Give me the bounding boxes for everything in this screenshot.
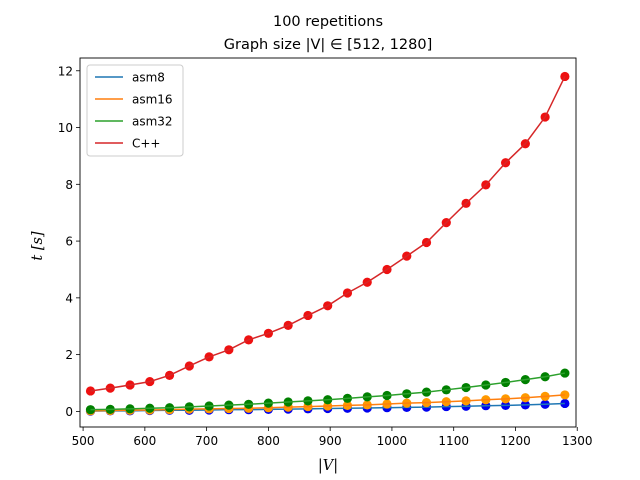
- legend: asm8 asm16 asm32 C++: [86, 64, 184, 157]
- legend-box: [86, 64, 184, 157]
- x-tick-label: 1100: [438, 434, 469, 448]
- x-axis-label: |V|: [318, 458, 338, 474]
- y-tick-label: 0: [65, 405, 73, 419]
- y-tick-label: 10: [58, 121, 73, 135]
- x-tick-label: 1000: [377, 434, 408, 448]
- x-tick-label: 600: [133, 434, 156, 448]
- x-tick-label: 700: [195, 434, 218, 448]
- y-axis-ticks: 0 2 4 6 8 10 12: [58, 64, 80, 419]
- chart-title-line-1: 100 repetitions: [273, 14, 383, 30]
- y-axis-label: t [s]: [30, 231, 46, 261]
- legend-label: C++: [132, 137, 161, 151]
- plot-area: [85, 71, 570, 416]
- x-tick-label: 1300: [562, 434, 593, 448]
- series-line: [90, 372, 566, 411]
- legend-label: asm8: [132, 71, 165, 85]
- x-tick-label: 500: [72, 434, 95, 448]
- series-line: [90, 76, 566, 392]
- axes-frame: [79, 57, 577, 428]
- series-4: [85, 71, 570, 396]
- y-tick-label: 2: [65, 348, 73, 362]
- x-axis-ticks: 500 600 700 800 900 1000 1100 1200 1300: [72, 427, 593, 448]
- legend-label: asm32: [132, 115, 173, 129]
- x-tick-label: 800: [257, 434, 280, 448]
- y-tick-label: 4: [65, 291, 73, 305]
- x-tick-label: 1200: [500, 434, 531, 448]
- y-tick-label: 12: [58, 64, 73, 78]
- chart-title-line-2: Graph size |V| ∈ [512, 1280]: [224, 37, 432, 53]
- x-tick-label: 900: [319, 434, 342, 448]
- legend-label: asm16: [132, 93, 173, 107]
- legend-item: asm16: [95, 93, 173, 107]
- chart-title: 100 repetitions Graph size |V| ∈ [512, 1…: [224, 14, 432, 53]
- series-3: [85, 368, 570, 415]
- y-tick-label: 8: [65, 178, 73, 192]
- y-tick-label: 6: [65, 235, 73, 249]
- legend-item: asm8: [95, 71, 165, 85]
- legend-item: asm32: [95, 115, 173, 129]
- legend-item: C++: [95, 137, 161, 151]
